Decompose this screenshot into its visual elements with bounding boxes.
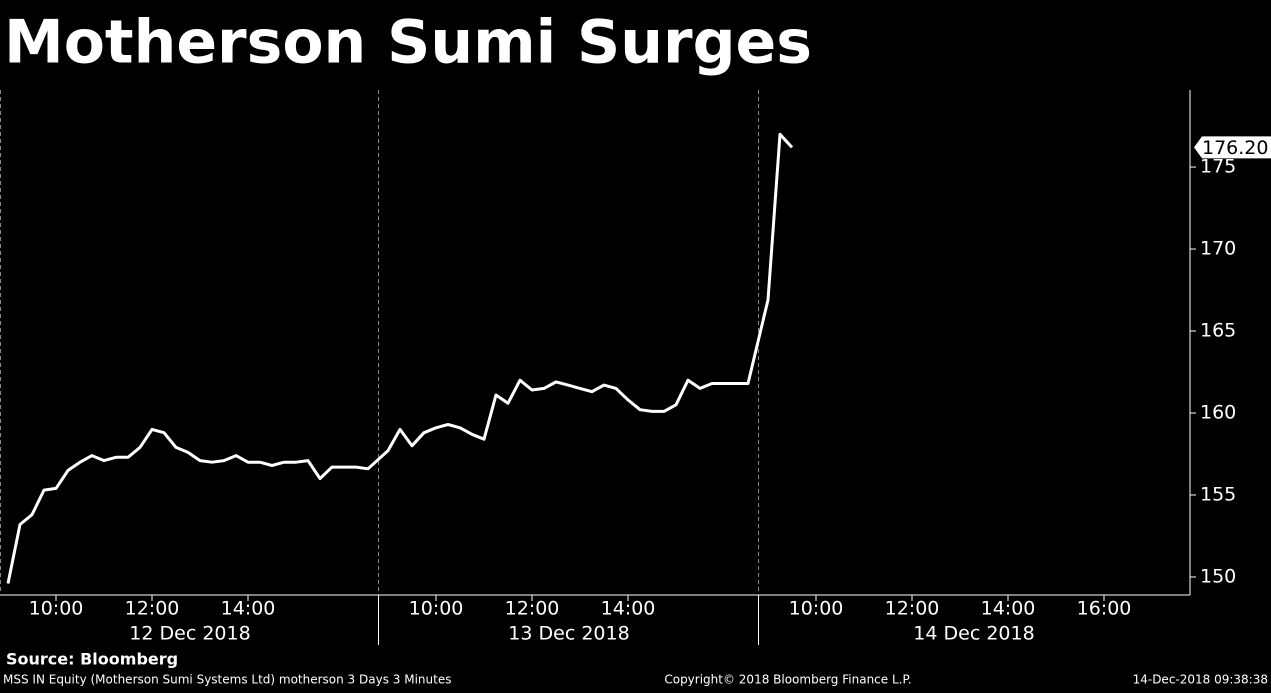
y-tick-label: 175 xyxy=(1200,156,1236,178)
y-tick-label: 150 xyxy=(1200,565,1236,587)
day-label: 12 Dec 2018 xyxy=(129,623,250,645)
x-tick-label: 14:00 xyxy=(221,598,276,620)
footer-right: 14-Dec-2018 09:38:38 xyxy=(1133,673,1268,687)
y-tick-label: 160 xyxy=(1200,402,1236,424)
footer-center: Copyright© 2018 Bloomberg Finance L.P. xyxy=(664,673,911,687)
day-label: 13 Dec 2018 xyxy=(508,623,629,645)
source: Source: Bloomberg xyxy=(6,650,178,669)
last-value-box xyxy=(1194,136,1271,159)
x-tick-label: 14:00 xyxy=(981,598,1036,620)
x-tick-label: 12:00 xyxy=(885,598,940,620)
y-tick-label: 165 xyxy=(1200,320,1236,342)
x-tick-label: 12:00 xyxy=(505,598,560,620)
footer-left: MSS IN Equity (Motherson Sumi Systems Lt… xyxy=(3,673,451,687)
last-value-label: 176.20 xyxy=(1202,137,1268,159)
x-tick-label: 10:00 xyxy=(789,598,844,620)
y-tick-label: 170 xyxy=(1200,238,1236,260)
x-tick-label: 12:00 xyxy=(125,598,180,620)
chart-title: Motherson Sumi Surges xyxy=(4,8,812,78)
x-tick-label: 16:00 xyxy=(1077,598,1132,620)
x-tick-label: 10:00 xyxy=(409,598,464,620)
x-tick-label: 10:00 xyxy=(29,598,84,620)
x-tick-label: 14:00 xyxy=(601,598,656,620)
day-label: 14 Dec 2018 xyxy=(913,623,1034,645)
y-tick-label: 155 xyxy=(1200,483,1236,505)
price-line xyxy=(6,132,794,584)
